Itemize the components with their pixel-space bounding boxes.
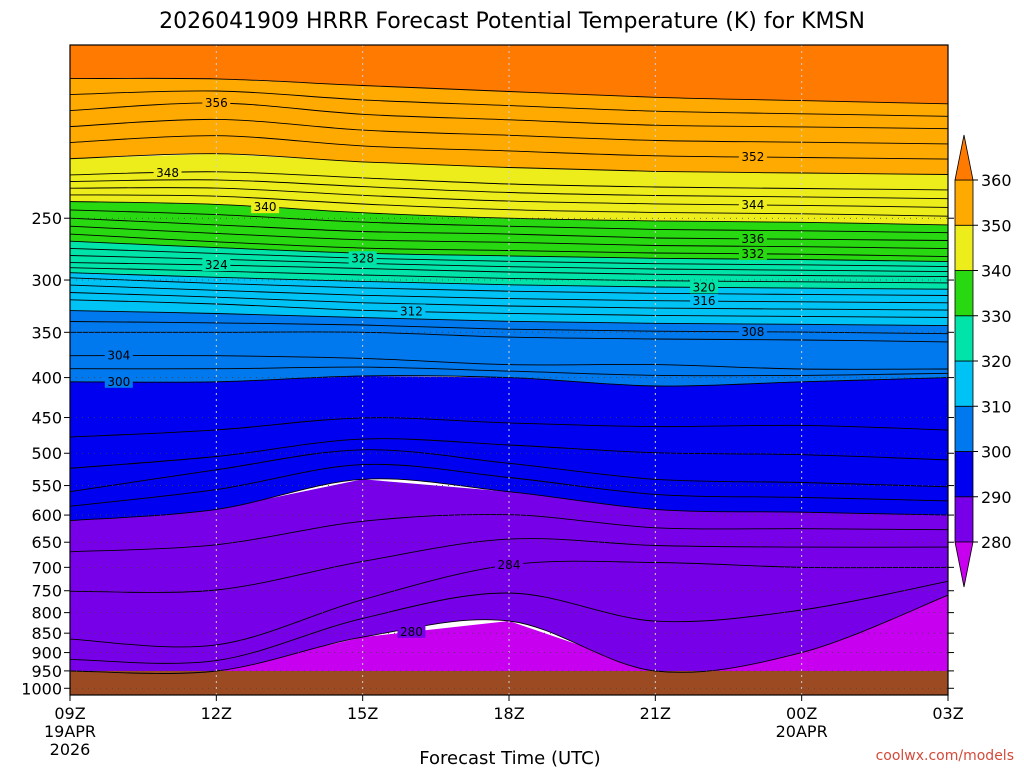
x-tick-label-12Z: 12Z bbox=[201, 704, 232, 723]
colorbar-legend: 280 290 300 310 320 330 340 350 360 bbox=[954, 134, 1012, 588]
colorbar-swatch-310-320 bbox=[954, 360, 974, 407]
colorbar-arrow-bottom bbox=[954, 541, 974, 588]
isotherm-322 bbox=[69, 267, 949, 284]
contour-label-316: 316 bbox=[693, 294, 716, 308]
contour-label-312: 312 bbox=[400, 304, 423, 318]
chart-grid bbox=[70, 45, 948, 695]
contour-label-336: 336 bbox=[741, 232, 764, 246]
contour-label-344: 344 bbox=[741, 198, 764, 212]
colorbar-label-350: 350 bbox=[981, 216, 1012, 235]
y-tick-label-650: 650 bbox=[31, 533, 62, 552]
x-axis-title: Forecast Time (UTC) bbox=[419, 748, 600, 768]
band-350-360 bbox=[70, 78, 948, 175]
x-tick-label-00Z: 00Z bbox=[786, 704, 817, 723]
contour-label-bg-348 bbox=[153, 165, 182, 179]
contour-label-bg-352 bbox=[738, 149, 767, 163]
contour-label-bg-344 bbox=[738, 197, 767, 211]
contour-label-284: 284 bbox=[498, 558, 521, 572]
colorbar-arrow-top bbox=[954, 134, 974, 181]
isotherm-286 bbox=[69, 538, 949, 593]
contour-label-bg-328 bbox=[348, 251, 377, 265]
contour-label-324: 324 bbox=[205, 258, 228, 272]
y-axis-ticks: 2503003504004505005506006507007508008509… bbox=[21, 209, 954, 698]
contour-label-300: 300 bbox=[107, 375, 130, 389]
y-tick-label-350: 350 bbox=[31, 323, 62, 342]
y-tick-label-950: 950 bbox=[31, 662, 62, 681]
y-tick-label-900: 900 bbox=[31, 644, 62, 663]
x-tick-label-18Z: 18Z bbox=[493, 704, 524, 723]
contour-label-bg-312 bbox=[397, 304, 426, 318]
contour-label-bg-340 bbox=[251, 200, 280, 214]
y-tick-label-1000: 1000 bbox=[21, 679, 62, 698]
y-tick-label-700: 700 bbox=[31, 558, 62, 577]
colorbar-label-330: 330 bbox=[981, 307, 1012, 326]
colorbar-swatch-340-350 bbox=[954, 224, 974, 271]
band-320-330 bbox=[70, 241, 948, 290]
contour-label-308: 308 bbox=[741, 325, 764, 339]
colorbar-label-320: 320 bbox=[981, 352, 1012, 371]
contour-label-bg-308 bbox=[738, 324, 767, 338]
chart-title: 2026041909 HRRR Forecast Potential Tempe… bbox=[159, 9, 865, 34]
contour-label-332: 332 bbox=[741, 247, 764, 261]
band-360-above bbox=[70, 45, 948, 104]
y-tick-label-250: 250 bbox=[31, 209, 62, 228]
colorbar-label-300: 300 bbox=[981, 443, 1012, 462]
x-date-label-20APR: 20APR bbox=[776, 722, 828, 741]
contour-label-bg-316 bbox=[690, 294, 719, 308]
contour-label-328: 328 bbox=[351, 251, 374, 265]
contour-label-bg-284 bbox=[495, 557, 523, 571]
colorbar-label-280: 280 bbox=[981, 533, 1012, 552]
y-tick-label-600: 600 bbox=[31, 506, 62, 525]
contour-label-348: 348 bbox=[156, 166, 179, 180]
isotherm-336 bbox=[69, 217, 949, 241]
colorbar-swatch-280-290 bbox=[954, 496, 974, 543]
x-tick-label-09Z: 09Z bbox=[54, 704, 85, 723]
colorbar-label-340: 340 bbox=[981, 262, 1012, 281]
colorbar-swatch-320-330 bbox=[954, 315, 974, 362]
colorbar-label-310: 310 bbox=[981, 397, 1012, 416]
contour-label-320: 320 bbox=[693, 280, 716, 294]
y-tick-label-800: 800 bbox=[31, 604, 62, 623]
contour-label-bg-280 bbox=[397, 624, 426, 638]
y-tick-label-400: 400 bbox=[31, 369, 62, 388]
y-tick-label-500: 500 bbox=[31, 444, 62, 463]
credit-link[interactable]: coolwx.com/models bbox=[876, 748, 1014, 764]
colorbar-swatch-290-300 bbox=[954, 451, 974, 498]
contour-label-bg-336 bbox=[738, 231, 767, 245]
contour-label-bg-356 bbox=[202, 96, 231, 110]
y-tick-label-550: 550 bbox=[31, 477, 62, 496]
x-tick-label-15Z: 15Z bbox=[347, 704, 378, 723]
contour-label-340: 340 bbox=[254, 200, 277, 214]
isotherm-334 bbox=[69, 225, 949, 250]
contour-label-bg-332 bbox=[738, 246, 767, 260]
contour-label-bg-324 bbox=[202, 258, 231, 272]
x-date-label-2026: 2026 bbox=[50, 740, 91, 759]
colorbar-swatch-300-310 bbox=[954, 405, 974, 452]
y-tick-label-450: 450 bbox=[31, 409, 62, 428]
contour-label-352: 352 bbox=[741, 150, 764, 164]
contour-label-356: 356 bbox=[205, 96, 228, 110]
y-tick-label-300: 300 bbox=[31, 271, 62, 290]
x-date-label-19APR: 19APR bbox=[44, 722, 96, 741]
contour-label-bg-300 bbox=[104, 374, 133, 388]
contour-label-bg-320 bbox=[690, 280, 719, 294]
colorbar-swatch-350-360 bbox=[954, 179, 974, 226]
colorbar-label-290: 290 bbox=[981, 488, 1012, 507]
x-tick-label-21Z: 21Z bbox=[640, 704, 671, 723]
isotherm-294 bbox=[69, 449, 949, 493]
y-tick-label-750: 750 bbox=[31, 582, 62, 601]
y-tick-label-850: 850 bbox=[31, 624, 62, 643]
isotherm-320 bbox=[69, 272, 949, 290]
contour-label-304: 304 bbox=[107, 349, 130, 363]
contour-label-bg-304 bbox=[104, 348, 133, 362]
isotherm-290 bbox=[69, 478, 949, 522]
colorbar-label-360: 360 bbox=[981, 171, 1012, 190]
x-tick-label-03Z: 03Z bbox=[932, 704, 963, 723]
contour-label-280: 280 bbox=[400, 625, 423, 639]
contour-labels: 3563523483443403363323283243203163123083… bbox=[104, 96, 767, 639]
colorbar-swatch-330-340 bbox=[954, 270, 974, 317]
